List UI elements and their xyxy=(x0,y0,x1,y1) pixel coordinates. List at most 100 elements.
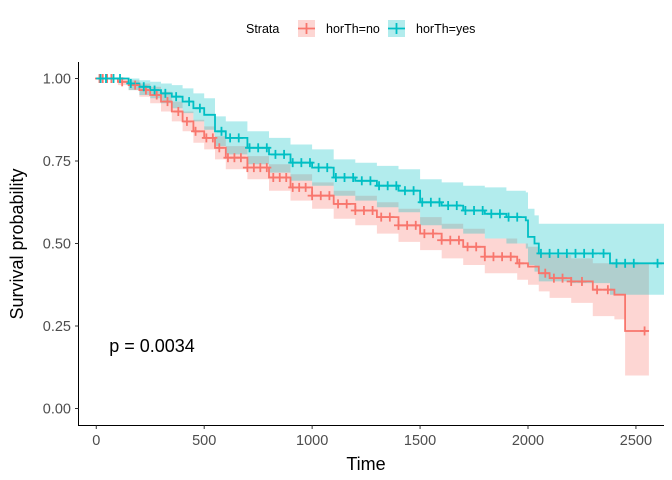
censor-mark-horth-no xyxy=(393,220,403,230)
censor-mark-horth-yes xyxy=(469,206,479,215)
censor-mark-horth-yes xyxy=(562,248,572,258)
censor-mark-horth-no xyxy=(191,126,201,136)
censor-mark-horth-yes xyxy=(599,248,609,258)
censor-mark-horth-no xyxy=(359,206,369,215)
censor-mark-horth-yes xyxy=(486,209,496,219)
censor-mark-horth-no xyxy=(540,268,550,278)
censor-mark-horth-yes xyxy=(495,209,505,219)
y-tick-label: 0.50 xyxy=(43,237,71,253)
censor-mark-horth-yes xyxy=(588,248,598,258)
censor-mark-horth-yes xyxy=(426,197,436,207)
censor-mark-horth-no xyxy=(549,273,559,283)
x-axis-title: Time xyxy=(346,454,385,474)
censor-mark-horth-yes xyxy=(553,248,563,258)
censor-mark-horth-yes xyxy=(331,173,341,182)
y-tick-label: 0.00 xyxy=(43,402,71,418)
censor-mark-horth-yes xyxy=(115,74,125,83)
censor-mark-horth-yes xyxy=(357,176,367,186)
censor-mark-horth-no xyxy=(497,252,507,262)
censor-mark-horth-yes xyxy=(400,186,410,196)
x-tick-label: 2500 xyxy=(620,433,652,449)
censor-mark-horth-no xyxy=(316,191,326,201)
censor-mark-horth-no xyxy=(592,285,602,295)
y-tick-label: 1.00 xyxy=(43,72,71,88)
censor-mark-horth-yes xyxy=(383,181,393,191)
legend-key-horth-yes xyxy=(388,20,405,37)
censor-mark-horth-yes xyxy=(512,212,522,222)
censor-mark-horth-no xyxy=(454,235,464,245)
censor-mark-horth-yes xyxy=(460,206,470,215)
censor-mark-horth-no xyxy=(411,220,421,230)
censor-mark-horth-yes xyxy=(545,248,555,258)
legend-label-horth-yes: horTh=yes xyxy=(416,22,475,36)
censor-mark-horth-yes xyxy=(612,258,622,268)
censor-mark-horth-no xyxy=(301,182,311,192)
censor-mark-horth-yes xyxy=(139,82,149,92)
censor-mark-horth-yes xyxy=(101,74,111,83)
censor-mark-horth-no xyxy=(182,116,192,126)
censor-mark-horth-yes xyxy=(570,248,580,258)
censor-mark-horth-no xyxy=(640,326,650,336)
censor-mark-horth-yes xyxy=(452,201,462,211)
censor-mark-horth-no xyxy=(236,153,246,163)
censor-mark-horth-no xyxy=(368,206,378,215)
legend-title: Strata xyxy=(246,22,279,36)
censor-mark-horth-no xyxy=(173,107,183,116)
censor-mark-horth-yes xyxy=(245,143,255,153)
censor-mark-horth-no xyxy=(214,143,224,153)
censor-mark-horth-yes xyxy=(126,78,136,88)
x-tick-label: 1000 xyxy=(296,433,328,449)
censor-mark-horth-no xyxy=(463,242,473,252)
censor-mark-horth-no xyxy=(262,163,272,173)
censor-mark-horth-yes xyxy=(579,248,589,258)
censor-mark-horth-yes xyxy=(374,181,384,191)
censor-mark-horth-yes xyxy=(629,258,639,268)
censor-mark-horth-no xyxy=(437,235,447,245)
censor-mark-horth-yes xyxy=(288,158,298,168)
censor-mark-horth-yes xyxy=(409,186,419,196)
censor-mark-horth-yes xyxy=(478,206,488,215)
censor-marks xyxy=(95,74,663,336)
censor-mark-horth-yes xyxy=(225,133,235,143)
y-axis-ticks: 0.00 0.25 0.50 0.75 1.00 xyxy=(43,72,79,418)
legend: Strata horTh=no horTh=yes xyxy=(246,20,475,37)
censor-mark-horth-yes xyxy=(322,163,332,173)
censor-mark-horth-yes xyxy=(620,258,630,268)
censor-mark-horth-no xyxy=(558,273,568,283)
censor-mark-horth-no xyxy=(152,90,162,100)
censor-mark-horth-yes xyxy=(253,143,263,153)
censor-mark-horth-no xyxy=(281,173,291,182)
censor-mark-horth-yes xyxy=(443,201,453,211)
censor-mark-horth-no xyxy=(419,229,429,239)
x-axis-ticks: 0 500 1000 1500 2000 2500 xyxy=(92,425,652,449)
censor-mark-horth-yes xyxy=(305,158,315,168)
censor-mark-horth-no xyxy=(603,285,613,295)
censor-mark-horth-yes xyxy=(296,158,306,168)
censor-mark-horth-no xyxy=(130,80,140,90)
x-tick-label: 1500 xyxy=(404,433,436,449)
y-tick-label: 0.75 xyxy=(43,154,71,170)
censor-mark-horth-yes xyxy=(150,85,160,95)
censor-mark-horth-no xyxy=(577,276,587,286)
censor-mark-horth-yes xyxy=(348,173,358,182)
censor-mark-horth-yes xyxy=(171,92,181,102)
censor-mark-horth-no xyxy=(445,235,455,245)
censor-mark-horth-yes xyxy=(365,176,375,186)
censor-mark-horth-no xyxy=(342,199,352,209)
censor-mark-horth-yes xyxy=(279,149,289,159)
x-tick-label: 2000 xyxy=(512,433,544,449)
censor-mark-horth-yes xyxy=(391,181,401,191)
censor-mark-horth-yes xyxy=(434,197,444,207)
legend-label-horth-no: horTh=no xyxy=(326,22,380,36)
censor-mark-horth-no xyxy=(163,97,173,107)
censor-mark-horth-yes xyxy=(340,173,350,182)
censor-mark-horth-no xyxy=(402,220,412,230)
y-tick-label: 0.25 xyxy=(43,319,71,335)
p-value-annotation: p = 0.0034 xyxy=(109,336,195,356)
censor-mark-horth-yes xyxy=(504,212,514,222)
censor-mark-horth-no xyxy=(506,252,516,262)
censor-mark-horth-yes xyxy=(160,88,170,98)
survival-curve-horth-yes xyxy=(96,77,664,265)
censor-mark-horth-no xyxy=(376,212,386,222)
